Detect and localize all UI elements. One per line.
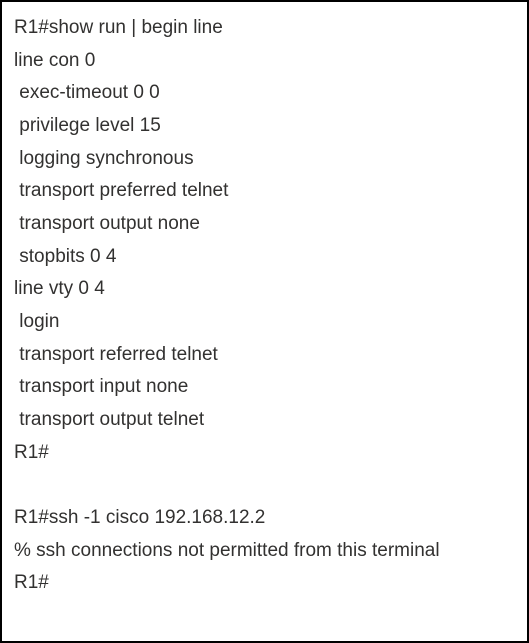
cli-line: line con 0 <box>14 45 515 78</box>
cli-line: line vty 0 4 <box>14 273 515 306</box>
cli-line: logging synchronous <box>14 143 515 176</box>
cli-line: % ssh connections not permitted from thi… <box>14 535 515 568</box>
cli-line: privilege level 15 <box>14 110 515 143</box>
cli-line: R1# <box>14 567 515 600</box>
cli-line: transport input none <box>14 371 515 404</box>
cli-line: transport output telnet <box>14 404 515 437</box>
cli-line: R1# <box>14 437 515 470</box>
cli-line: login <box>14 306 515 339</box>
cli-line: R1#show run | begin line <box>14 12 515 45</box>
cli-line: transport output none <box>14 208 515 241</box>
cli-terminal-output: R1#show run | begin line line con 0 exec… <box>0 0 529 643</box>
cli-line: transport preferred telnet <box>14 175 515 208</box>
cli-line: transport referred telnet <box>14 339 515 372</box>
cli-line: stopbits 0 4 <box>14 241 515 274</box>
cli-line: exec-timeout 0 0 <box>14 77 515 110</box>
cli-blank-line <box>14 469 515 502</box>
cli-line: R1#ssh -1 cisco 192.168.12.2 <box>14 502 515 535</box>
